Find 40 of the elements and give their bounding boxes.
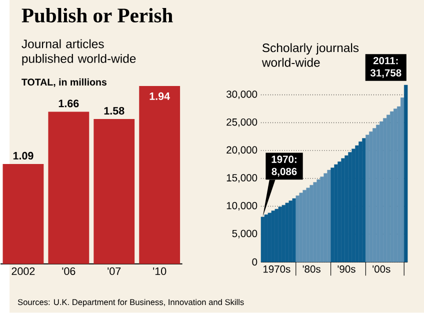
y-tick-label: 20,000 <box>226 146 258 155</box>
bar <box>94 119 135 264</box>
data-label: 1.09 <box>13 152 34 160</box>
chart-title: Publish or Perish <box>22 8 173 23</box>
bar <box>139 86 180 264</box>
bar <box>296 196 300 262</box>
x-tick-label: '07 <box>108 267 121 276</box>
chart-title: Scholarly journals world-wide <box>262 43 359 67</box>
bar <box>278 206 282 262</box>
annotation: 1970: 8,086 <box>272 156 297 177</box>
x-tick-label: '10 <box>153 267 166 276</box>
bar <box>327 170 331 262</box>
bar <box>362 138 366 262</box>
y-tick-label: 5,000 <box>232 230 258 238</box>
source-note: Sources: U.K. Department for Business, Innovation and Skills <box>18 299 244 307</box>
bar <box>2 164 44 264</box>
x-tick-label: '06 <box>62 267 76 276</box>
bar <box>366 134 370 262</box>
bar <box>330 168 334 262</box>
bar <box>404 85 408 262</box>
y-axis-title: TOTAL, in millions <box>22 78 107 88</box>
y-tick-label: 10,000 <box>226 202 258 211</box>
y-tick-label: 15,000 <box>226 174 258 183</box>
bar <box>292 198 296 262</box>
text: 2011: 31,758 <box>370 57 402 78</box>
data-label: 1.58 <box>104 107 124 115</box>
bar <box>48 112 90 264</box>
x-tick-label: 2002 <box>12 267 35 276</box>
x-tick-label: 1970s <box>263 266 290 273</box>
chart-subtitle: Journal articles published world-wide <box>22 39 136 66</box>
bar <box>274 209 279 262</box>
data-label: 1.94 <box>150 92 170 100</box>
y-tick-label: 30,000 <box>226 90 258 100</box>
x-tick-label: '80s <box>302 266 320 273</box>
x-tick-label: '00s <box>372 266 390 273</box>
bar <box>400 98 404 262</box>
y-tick-label: 0 <box>252 258 258 266</box>
data-label: 1.66 <box>58 100 79 108</box>
y-tick-label: 25,000 <box>226 118 258 128</box>
x-tick-label: '90s <box>338 266 356 273</box>
